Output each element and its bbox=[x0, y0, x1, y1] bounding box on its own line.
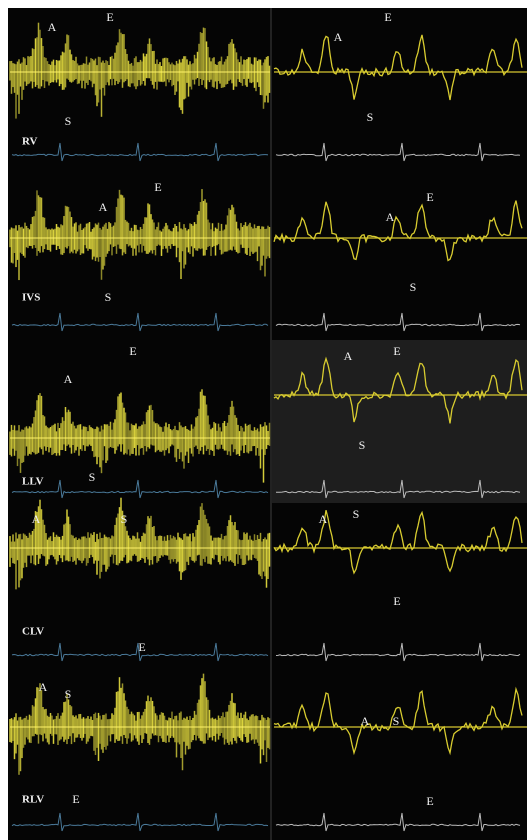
wave-letter: E bbox=[106, 10, 113, 24]
panel-label: CLV bbox=[22, 626, 44, 638]
wave-letter: A bbox=[48, 20, 57, 34]
wave-letter: E bbox=[426, 190, 433, 204]
wave-letter: A bbox=[344, 349, 353, 363]
wave-letter: S bbox=[359, 438, 366, 452]
wave-letter: E bbox=[393, 344, 400, 358]
panel-label: RLV bbox=[22, 794, 44, 806]
wave-letter: A bbox=[99, 200, 108, 214]
panel-label: IVS bbox=[22, 292, 40, 304]
panel-label: RV bbox=[22, 136, 38, 148]
doppler-figure: RV A E S A E S IVS A E S E A S LLV E A S A E S CLV A S E A S E RLV A S… bbox=[0, 0, 527, 840]
wave-letter: A bbox=[32, 512, 41, 526]
wave-letter: S bbox=[89, 470, 96, 484]
wave-letter: S bbox=[393, 714, 400, 728]
wave-letter: S bbox=[105, 290, 112, 304]
wave-letter: E bbox=[72, 792, 79, 806]
wave-letter: S bbox=[65, 687, 72, 701]
wave-letter: A bbox=[334, 30, 343, 44]
wave-letter: E bbox=[393, 594, 400, 608]
wave-letter: E bbox=[129, 344, 136, 358]
wave-letter: E bbox=[154, 180, 161, 194]
wave-letter: A bbox=[319, 512, 328, 526]
wave-letter: A bbox=[64, 372, 73, 386]
wave-letter: A bbox=[386, 210, 395, 224]
wave-letter: E bbox=[384, 10, 391, 24]
wave-letter: S bbox=[353, 507, 360, 521]
wave-letter: S bbox=[367, 110, 374, 124]
wave-letter: A bbox=[39, 680, 48, 694]
wave-letter: E bbox=[138, 640, 145, 654]
highlight-panel bbox=[272, 340, 527, 503]
wave-letter: S bbox=[121, 512, 128, 526]
wave-letter: A bbox=[361, 714, 370, 728]
wave-letter: S bbox=[410, 280, 417, 294]
wave-letter: S bbox=[65, 114, 72, 128]
wave-letter: E bbox=[426, 794, 433, 808]
panel-label: LLV bbox=[22, 476, 44, 488]
